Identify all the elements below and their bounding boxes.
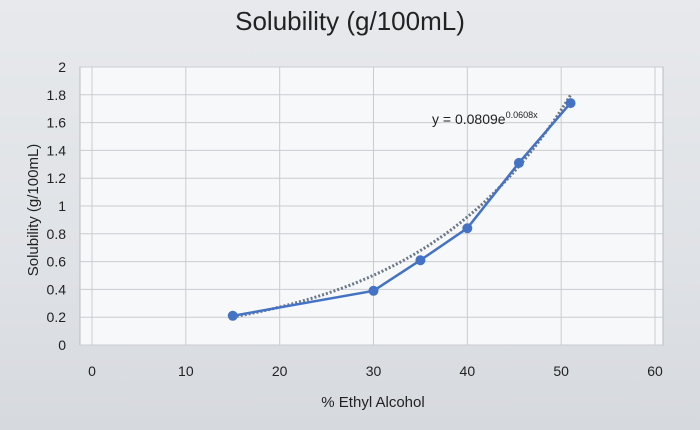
y-tick-label: 1.2: [47, 170, 67, 186]
data-point: [513, 157, 524, 168]
x-tick-label: 0: [88, 363, 96, 379]
x-tick-label: 30: [366, 363, 382, 379]
x-tick-label: 50: [553, 363, 569, 379]
trendline-equation-exponent: 0.0608x: [506, 110, 539, 120]
x-tick-label: 10: [178, 363, 194, 379]
data-point: [227, 310, 238, 321]
y-tick-label: 0.8: [47, 226, 67, 242]
y-tick-label: 0.6: [47, 254, 67, 270]
y-tick-label: 1.4: [47, 142, 67, 158]
x-axis-title: % Ethyl Alcohol: [321, 394, 424, 411]
data-point: [368, 285, 379, 296]
y-tick-label: 2: [58, 59, 66, 75]
data-points: [227, 98, 576, 321]
trendline-equation: y = 0.0809e0.0608x: [432, 110, 538, 127]
trendline-equation-main: y = 0.0809e: [432, 111, 506, 127]
x-axis-ticks: 0 10 20 30 40 50 60: [88, 363, 663, 379]
data-point: [462, 223, 473, 234]
y-tick-label: 1.6: [47, 115, 67, 131]
data-point: [415, 255, 426, 266]
y-tick-label: 0: [58, 337, 66, 353]
data-point: [565, 98, 576, 109]
y-tick-label: 1: [58, 198, 66, 214]
chart-title: Solubility (g/100mL): [235, 6, 465, 36]
y-axis-title: Solubility (g/100mL): [25, 144, 42, 277]
y-tick-label: 1.8: [47, 87, 67, 103]
series-line: [232, 102, 572, 318]
y-tick-label: 0.2: [47, 309, 67, 325]
x-tick-label: 20: [272, 363, 288, 379]
x-tick-label: 60: [647, 363, 663, 379]
x-tick-label: 40: [460, 363, 476, 379]
y-tick-label: 0.4: [47, 281, 67, 297]
y-axis-ticks: 0 0.2 0.4 0.6 0.8 1 1.2 1.4 1.6 1.8 2: [47, 59, 67, 353]
